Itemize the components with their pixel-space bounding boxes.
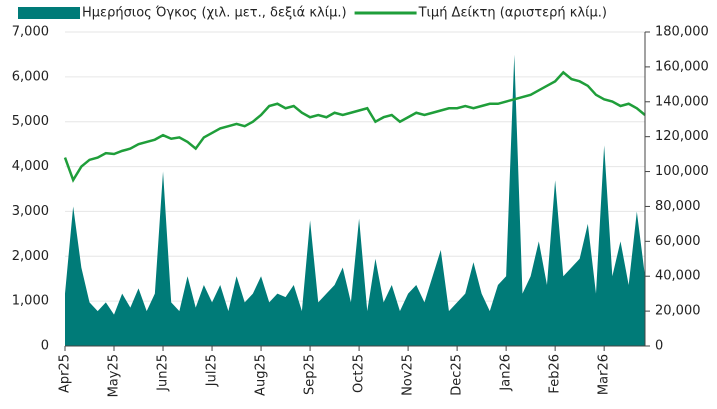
y2-tick-label: 40,000 [655, 269, 701, 284]
legend-label: Τιμή Δείκτη (αριστερή κλίμ.) [418, 6, 607, 21]
index-line [63, 70, 646, 183]
y2-tick-label: 160,000 [655, 59, 709, 74]
x-tick-label: Oct25 [352, 354, 367, 393]
volume-area [65, 54, 645, 347]
legend-label: Ημερήσιος Όγκος (χιλ. μετ., δεξιά κλίμ.) [82, 6, 347, 21]
x-tick-label: May25 [107, 354, 122, 397]
x-tick-label: Apr25 [58, 354, 73, 393]
legend-swatch [18, 7, 80, 19]
x-tick-label: Jul25 [205, 354, 220, 387]
y-tick-label: 5,000 [12, 114, 49, 129]
y2-tick-label: 140,000 [655, 94, 709, 109]
x-tick-label: Jun25 [156, 354, 171, 392]
x-tick-label: Mar26 [597, 354, 612, 395]
x-tick-label: Feb26 [548, 354, 563, 394]
x-tick-label: Jan26 [499, 354, 514, 392]
x-tick-label: Nov25 [401, 354, 416, 396]
y-tick-label: 7,000 [12, 25, 49, 40]
x-tick-label: Sep25 [303, 354, 318, 395]
y-tick-label: 4,000 [12, 159, 49, 174]
y-tick-label: 6,000 [12, 69, 49, 84]
y-tick-label: 2,000 [12, 249, 49, 264]
x-tick-label: Aug25 [254, 354, 269, 396]
y2-tick-label: 80,000 [655, 199, 701, 214]
y-tick-label: 3,000 [12, 204, 49, 219]
y2-tick-label: 180,000 [655, 25, 709, 40]
y2-tick-label: 0 [655, 339, 663, 354]
x-tick-label: Dec25 [450, 354, 465, 396]
y-tick-label: 1,000 [12, 294, 49, 309]
y2-tick-label: 60,000 [655, 234, 701, 249]
y2-tick-label: 20,000 [655, 304, 701, 319]
y2-tick-label: 100,000 [655, 164, 709, 179]
y2-tick-label: 120,000 [655, 129, 709, 144]
y-tick-label: 0 [41, 339, 49, 354]
